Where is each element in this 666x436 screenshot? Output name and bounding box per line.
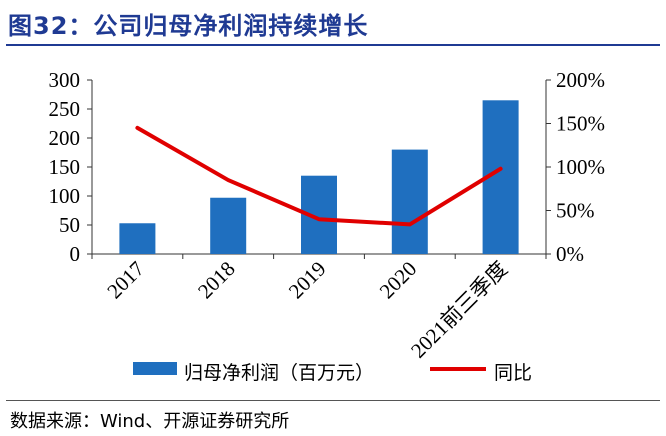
yoy-point (226, 178, 230, 182)
legend-line-label: 同比 (494, 362, 532, 384)
yoy-point (317, 217, 321, 221)
y-right-tick-label: 50% (556, 199, 595, 223)
x-tick-label: 2020 (375, 257, 422, 304)
x-tick-label: 2021前三季度 (406, 257, 512, 363)
source-separator (6, 400, 660, 401)
y-left-tick-label: 250 (49, 97, 81, 121)
y-left-tick-label: 100 (49, 184, 81, 208)
y-left-tick-label: 150 (49, 155, 81, 179)
legend-bar-swatch (133, 362, 177, 375)
title-underline (6, 44, 660, 46)
chart-svg: 0 50 100 150 200 250 300 0% 50% 100% 150% 200% 2017 2… (49, 68, 606, 384)
yoy-point (408, 222, 412, 226)
y-left-tick-label: 200 (49, 126, 81, 150)
y-left-tick-label: 300 (49, 68, 81, 92)
y-left-tick-label: 50 (59, 213, 80, 237)
y-left-tick-label: 0 (70, 242, 81, 266)
chart-title: 图32：公司归母净利润持续增长 (8, 12, 369, 40)
y-right-tick-label: 0% (556, 242, 584, 266)
y-right-tick-label: 150% (556, 112, 605, 136)
bar (210, 197, 247, 254)
y-right-tick-label: 100% (556, 155, 605, 179)
y-right-tick-label: 200% (556, 68, 605, 92)
legend-bar-label: 归母净利润（百万元） (184, 362, 374, 384)
x-tick-label: 2017 (102, 257, 149, 304)
bar (119, 223, 156, 254)
x-tick-label: 2019 (284, 257, 331, 304)
x-tick-label: 2018 (193, 257, 240, 304)
bar (391, 149, 428, 254)
yoy-point (499, 167, 503, 171)
yoy-point (135, 126, 139, 130)
source-note: 数据来源：Wind、开源证券研究所 (10, 411, 290, 432)
